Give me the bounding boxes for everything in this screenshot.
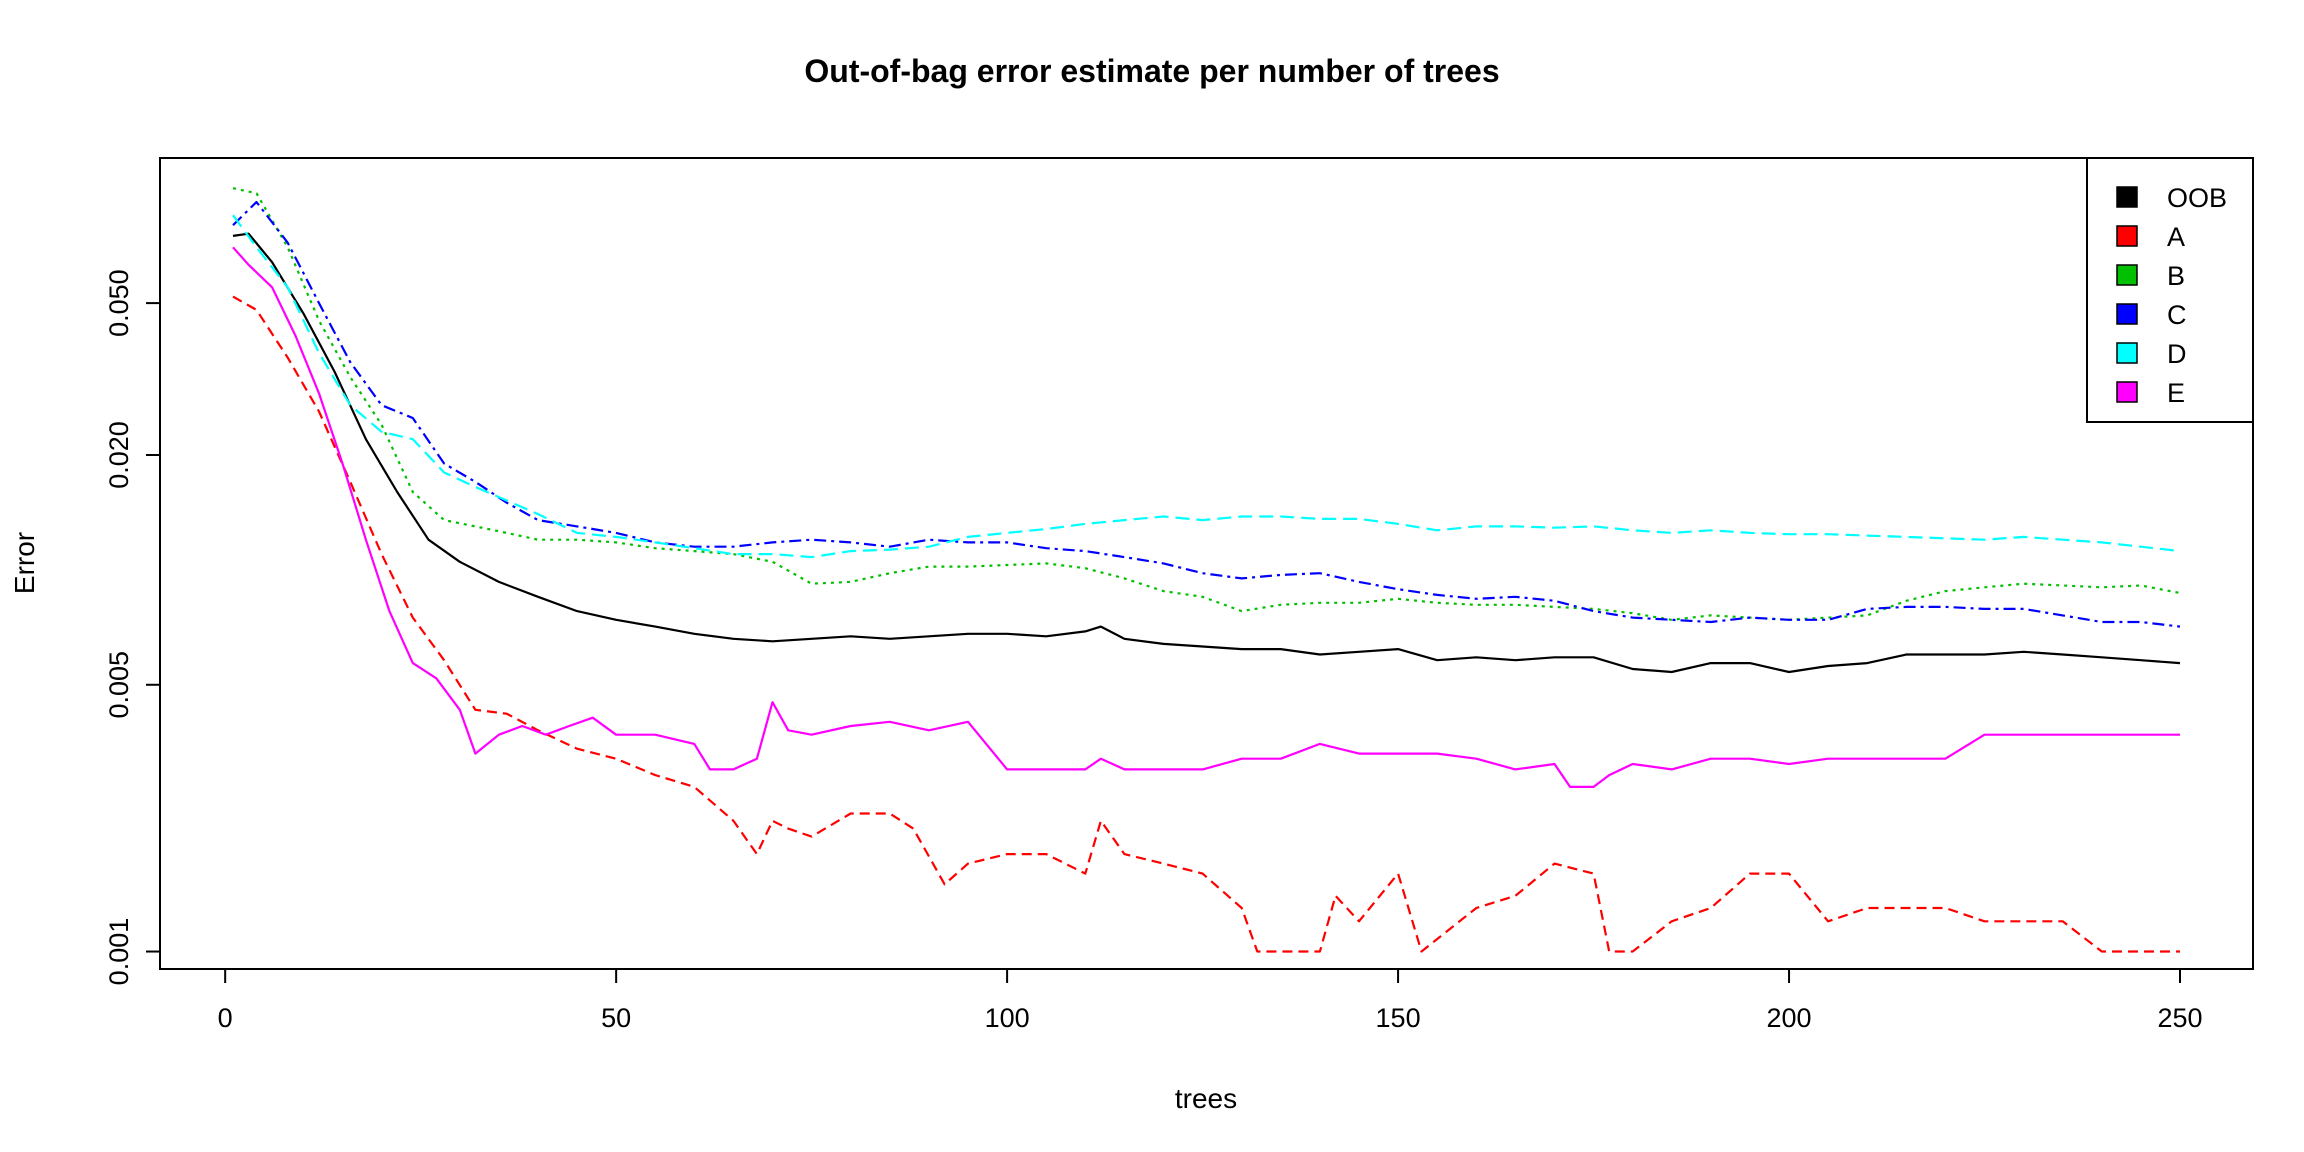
legend-swatch — [2116, 264, 2138, 286]
legend-label: D — [2167, 339, 2187, 369]
legend-label: E — [2167, 378, 2185, 408]
legend-swatch — [2116, 303, 2138, 325]
x-tick-label: 50 — [601, 1003, 631, 1033]
x-tick-label: 0 — [218, 1003, 233, 1033]
y-axis: 0.001 0.005 0.020 0.050 — [104, 269, 161, 986]
y-tick-label: 0.001 — [104, 918, 134, 986]
x-tick-label: 150 — [1376, 1003, 1421, 1033]
y-tick-label: 0.005 — [104, 651, 134, 719]
legend-swatch — [2116, 381, 2138, 403]
legend-label: A — [2167, 222, 2185, 252]
series-line-oob — [232, 232, 2181, 674]
y-tick-label: 0.050 — [104, 269, 134, 337]
y-tick-label: 0.020 — [104, 421, 134, 489]
legend-box — [2086, 157, 2254, 423]
legend-label: B — [2167, 261, 2185, 291]
series-line-b — [232, 187, 2181, 621]
legend-swatch — [2116, 186, 2138, 208]
x-tick-label: 200 — [1767, 1003, 1812, 1033]
legend-label: C — [2167, 300, 2187, 330]
series-line-d — [232, 214, 2181, 559]
x-tick-label: 250 — [2157, 1003, 2202, 1033]
series-line-c — [232, 200, 2181, 628]
legend-swatch — [2116, 225, 2138, 247]
x-axis-label: trees — [1175, 1083, 1237, 1114]
series-line-a — [232, 295, 2180, 953]
x-tick-label: 100 — [985, 1003, 1030, 1033]
series-layer — [232, 187, 2181, 953]
legend-swatch — [2116, 342, 2138, 364]
y-axis-label: Error — [9, 532, 40, 594]
series-line-e — [232, 246, 2180, 789]
legend-label: OOB — [2167, 183, 2227, 213]
chart-title: Out-of-bag error estimate per number of … — [804, 53, 1499, 89]
x-axis: 0 50 100 150 200 250 — [218, 968, 2203, 1033]
plot-frame — [159, 157, 2254, 970]
